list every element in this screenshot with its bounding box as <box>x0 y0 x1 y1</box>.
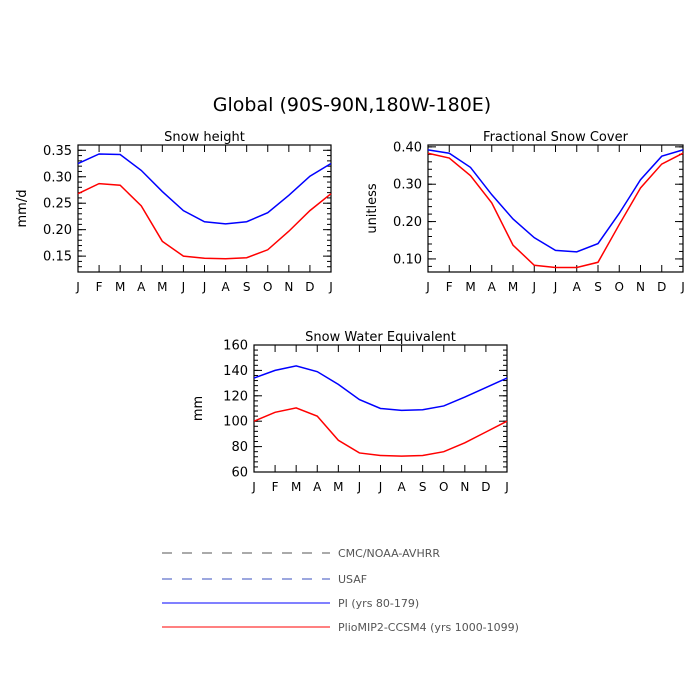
legend-label-3: PI (yrs 80-179) <box>338 597 419 610</box>
x-tick-label: A <box>488 280 497 294</box>
series-line-1 <box>77 153 332 225</box>
x-tick-label: F <box>96 280 103 294</box>
x-tick-label: F <box>272 480 279 494</box>
y-tick-label: 0.20 <box>43 223 72 238</box>
x-tick-label: A <box>397 480 406 494</box>
x-tick-label: M <box>508 280 518 294</box>
x-tick-label: J <box>425 280 430 294</box>
y-tick-label: 0.20 <box>393 215 422 230</box>
x-tick-label: A <box>573 280 582 294</box>
y-tick-label: 0.30 <box>43 170 72 185</box>
x-tick-label: J <box>181 280 186 294</box>
x-tick-label: A <box>221 280 230 294</box>
x-tick-label: O <box>263 280 272 294</box>
y-tick-label: 100 <box>223 415 248 430</box>
y-tick-label: 0.15 <box>43 250 72 265</box>
x-tick-label: N <box>460 480 469 494</box>
x-tick-label: J <box>251 480 256 494</box>
y-axis-label: unitless <box>365 183 380 234</box>
x-tick-label: J <box>202 280 207 294</box>
x-tick-label: M <box>115 280 125 294</box>
series-line-1 <box>253 365 508 412</box>
x-tick-label: M <box>465 280 475 294</box>
x-tick-label: A <box>137 280 146 294</box>
x-tick-label: S <box>243 280 251 294</box>
legend-label-4: PlioMIP2-CCSM4 (yrs 1000-1099) <box>338 621 519 634</box>
x-tick-label: J <box>504 480 509 494</box>
x-tick-label: N <box>284 280 293 294</box>
panel-title: Snow height <box>164 130 245 145</box>
panel-title: Snow Water Equivalent <box>305 330 456 345</box>
x-tick-label: J <box>328 280 333 294</box>
chart-panel-3: Snow Water Equivalent mm 60 80 100 120 140 160 J… <box>191 330 509 494</box>
x-tick-label: J <box>357 480 362 494</box>
plot-frame <box>77 144 332 273</box>
legend-label-1: CMC/NOAA-AVHRR <box>338 547 440 560</box>
y-tick-label: 60 <box>231 466 248 481</box>
y-tick-label: 140 <box>223 364 248 379</box>
y-tick-label: 0.40 <box>393 140 422 155</box>
y-axis-label: mm <box>191 396 206 421</box>
y-tick-label: 120 <box>223 389 248 404</box>
y-axis-label: mm/d <box>15 190 30 228</box>
y-tick-label: 160 <box>223 339 248 354</box>
panel-title: Fractional Snow Cover <box>483 130 629 145</box>
chart-panel-2: Fractional Snow Cover unitless 0.10 0.20 0.3… <box>365 130 685 294</box>
figure-title: Global (90S-90N,180W-180E) <box>213 94 491 116</box>
series-line-2 <box>77 182 332 260</box>
x-tick-label: M <box>333 480 343 494</box>
x-tick-label: J <box>531 280 536 294</box>
legend: CMC/NOAA-AVHRR USAF PI (yrs 80-179) PlioMIP… <box>162 547 519 634</box>
x-tick-label: F <box>446 280 453 294</box>
x-tick-label: S <box>594 280 602 294</box>
x-tick-label: J <box>378 480 383 494</box>
legend-label-2: USAF <box>338 573 367 586</box>
series-line-2 <box>427 152 684 269</box>
series-line-2 <box>253 407 508 457</box>
x-tick-label: O <box>439 480 448 494</box>
x-tick-label: D <box>657 280 666 294</box>
x-tick-label: M <box>291 480 301 494</box>
x-tick-label: J <box>75 280 80 294</box>
x-tick-label: D <box>481 480 490 494</box>
x-tick-label: J <box>680 280 685 294</box>
series-line-1 <box>427 149 684 253</box>
x-tick-label: M <box>157 280 167 294</box>
x-tick-label: S <box>419 480 427 494</box>
x-tick-label: J <box>553 280 558 294</box>
x-tick-label: O <box>615 280 624 294</box>
x-tick-label: N <box>636 280 645 294</box>
x-tick-label: A <box>313 480 322 494</box>
y-tick-label: 0.30 <box>393 178 422 193</box>
y-tick-label: 0.35 <box>43 144 72 159</box>
x-tick-label: D <box>305 280 314 294</box>
y-tick-label: 0.10 <box>393 252 422 267</box>
y-tick-label: 80 <box>231 440 248 455</box>
y-tick-label: 0.25 <box>43 197 72 212</box>
